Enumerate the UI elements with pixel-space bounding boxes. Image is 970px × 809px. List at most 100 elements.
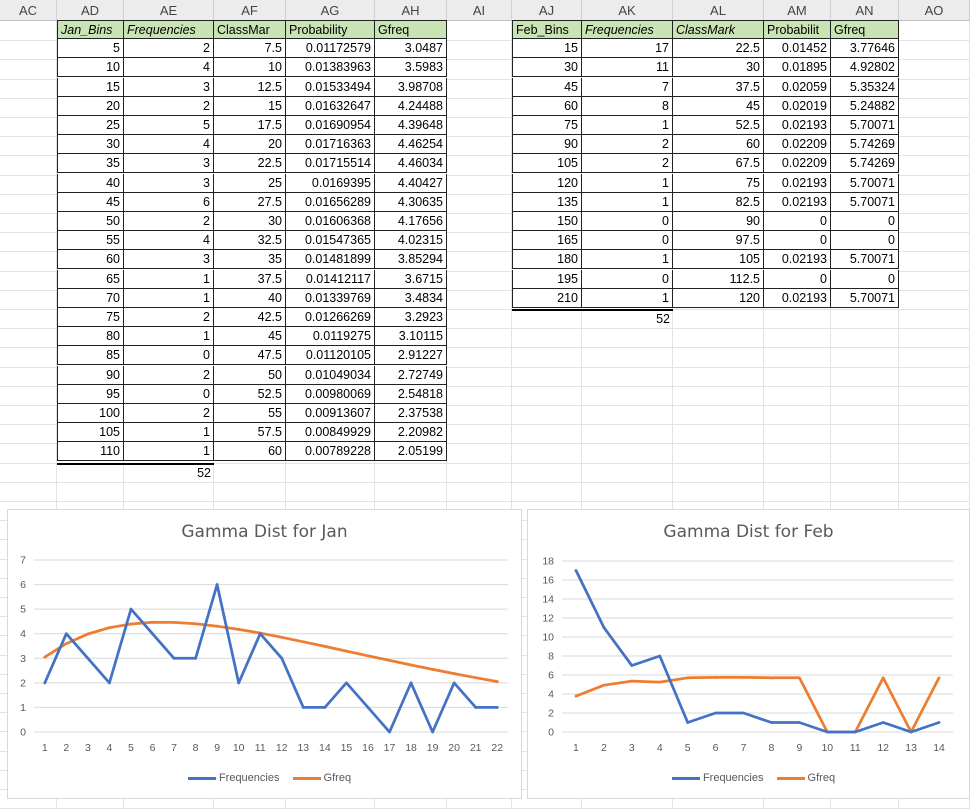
feb-table-cell[interactable]: 0.02193 xyxy=(764,289,831,308)
jan-table-cell[interactable]: 55 xyxy=(57,231,124,250)
jan-table-cell[interactable]: 2 xyxy=(124,366,214,385)
feb-table-cell[interactable]: 90 xyxy=(673,212,764,231)
column-header-ad[interactable]: AD xyxy=(57,0,124,21)
feb-table-cell[interactable]: 0.01895 xyxy=(764,58,831,77)
jan-table-cell[interactable]: 0 xyxy=(124,346,214,365)
jan-table-cell[interactable]: 0 xyxy=(124,385,214,404)
jan-table-cell[interactable]: 5 xyxy=(57,39,124,58)
column-header-ak[interactable]: AK xyxy=(582,0,673,21)
jan-table-cell[interactable]: 2 xyxy=(124,97,214,116)
feb-table-cell[interactable]: 60 xyxy=(512,97,582,116)
jan-table-cell[interactable]: 4 xyxy=(124,231,214,250)
jan-table-cell[interactable]: 17.5 xyxy=(214,116,286,135)
feb-table-cell[interactable]: 0 xyxy=(764,270,831,289)
jan-table-cell[interactable]: 0.01339769 xyxy=(286,289,375,308)
jan-table-cell[interactable]: 4 xyxy=(124,135,214,154)
jan-table-cell[interactable]: 2.91227 xyxy=(375,346,447,365)
feb-table-cell[interactable]: 37.5 xyxy=(673,78,764,97)
jan-table-cell[interactable]: 25 xyxy=(57,116,124,135)
jan-table-cell[interactable]: 6 xyxy=(124,193,214,212)
jan-table-cell[interactable]: 0.01383963 xyxy=(286,58,375,77)
jan-table-cell[interactable]: 2.37538 xyxy=(375,404,447,423)
feb-table-cell[interactable]: 0.02193 xyxy=(764,116,831,135)
chart-jan[interactable]: 0 1 2 3 4 5 6 7 1 2 3 4 5 6 7 8 9 10 11 12 13 14 15 16 17 18 19 20 2… xyxy=(7,509,522,799)
column-header-ao[interactable]: AO xyxy=(899,0,970,21)
jan-table-header-1[interactable]: Frequencies xyxy=(124,20,214,39)
column-header-af[interactable]: AF xyxy=(214,0,286,21)
jan-table-cell[interactable]: 2.20982 xyxy=(375,423,447,442)
jan-table-cell[interactable]: 30 xyxy=(57,135,124,154)
feb-table-cell[interactable]: 0 xyxy=(831,212,899,231)
feb-table-cell[interactable]: 5.70071 xyxy=(831,289,899,308)
jan-table-cell[interactable]: 50 xyxy=(214,366,286,385)
feb-table-cell[interactable]: 11 xyxy=(582,58,673,77)
jan-table-cell[interactable]: 1 xyxy=(124,327,214,346)
column-header-ah[interactable]: AH xyxy=(375,0,447,21)
feb-table-cell[interactable]: 0.02209 xyxy=(764,135,831,154)
column-header-aj[interactable]: AJ xyxy=(512,0,582,21)
jan-table-cell[interactable]: 0.01632647 xyxy=(286,97,375,116)
jan-table-cell[interactable]: 4.40427 xyxy=(375,174,447,193)
jan-table-cell[interactable]: 27.5 xyxy=(214,193,286,212)
jan-table-total[interactable]: 52 xyxy=(197,466,211,480)
feb-table-cell[interactable]: 60 xyxy=(673,135,764,154)
jan-table-cell[interactable]: 12.5 xyxy=(214,78,286,97)
feb-table-cell[interactable]: 1 xyxy=(582,289,673,308)
jan-table-cell[interactable]: 70 xyxy=(57,289,124,308)
jan-table-cell[interactable]: 47.5 xyxy=(214,346,286,365)
jan-table-cell[interactable]: 42.5 xyxy=(214,308,286,327)
feb-table-header-2[interactable]: ClassMark xyxy=(673,20,764,39)
feb-table-cell[interactable]: 0.02193 xyxy=(764,250,831,269)
feb-table-cell[interactable]: 5.35324 xyxy=(831,78,899,97)
feb-table-cell[interactable]: 45 xyxy=(512,78,582,97)
jan-table-cell[interactable]: 2.72749 xyxy=(375,366,447,385)
jan-table-cell[interactable]: 2 xyxy=(124,212,214,231)
jan-table-header-2[interactable]: ClassMar xyxy=(214,20,286,39)
feb-table-header-1[interactable]: Frequencies xyxy=(582,20,673,39)
feb-table-header-3[interactable]: Probabilit xyxy=(764,20,831,39)
jan-table-cell[interactable]: 4.46254 xyxy=(375,135,447,154)
feb-table-cell[interactable]: 0.02059 xyxy=(764,78,831,97)
jan-table-cell[interactable]: 2 xyxy=(124,308,214,327)
jan-table-cell[interactable]: 3.98708 xyxy=(375,78,447,97)
feb-table-cell[interactable]: 0.02193 xyxy=(764,174,831,193)
jan-table-cell[interactable]: 0.01716363 xyxy=(286,135,375,154)
jan-table-cell[interactable]: 4.02315 xyxy=(375,231,447,250)
feb-table-cell[interactable]: 0 xyxy=(582,212,673,231)
feb-table-cell[interactable]: 0.02193 xyxy=(764,193,831,212)
jan-table-cell[interactable]: 25 xyxy=(214,174,286,193)
feb-table-cell[interactable]: 1 xyxy=(582,174,673,193)
jan-table-cell[interactable]: 7.5 xyxy=(214,39,286,58)
feb-table-header-4[interactable]: Gfreq xyxy=(831,20,899,39)
feb-table-cell[interactable]: 45 xyxy=(673,97,764,116)
jan-table-cell[interactable]: 3.5983 xyxy=(375,58,447,77)
feb-table-cell[interactable]: 90 xyxy=(512,135,582,154)
feb-table-cell[interactable]: 0.02209 xyxy=(764,154,831,173)
column-header-an[interactable]: AN xyxy=(831,0,899,21)
jan-table-cell[interactable]: 3 xyxy=(124,78,214,97)
jan-table-cell[interactable]: 1 xyxy=(124,442,214,461)
jan-table-cell[interactable]: 2.05199 xyxy=(375,442,447,461)
jan-table-cell[interactable]: 10 xyxy=(57,58,124,77)
feb-table-cell[interactable]: 150 xyxy=(512,212,582,231)
jan-table-cell[interactable]: 3 xyxy=(124,154,214,173)
jan-table-cell[interactable]: 35 xyxy=(57,154,124,173)
column-header-ac[interactable]: AC xyxy=(0,0,57,21)
jan-table-cell[interactable]: 0.00913607 xyxy=(286,404,375,423)
feb-table-cell[interactable]: 5.74269 xyxy=(831,135,899,154)
jan-table-cell[interactable]: 0.01533494 xyxy=(286,78,375,97)
feb-table-cell[interactable]: 1 xyxy=(582,116,673,135)
feb-table-cell[interactable]: 195 xyxy=(512,270,582,289)
jan-table-cell[interactable]: 30 xyxy=(214,212,286,231)
jan-table-cell[interactable]: 10 xyxy=(214,58,286,77)
jan-table-cell[interactable]: 1 xyxy=(124,289,214,308)
feb-table-cell[interactable]: 0 xyxy=(582,231,673,250)
jan-table-cell[interactable]: 5 xyxy=(124,116,214,135)
jan-table-cell[interactable]: 3.4834 xyxy=(375,289,447,308)
feb-table-cell[interactable]: 0 xyxy=(831,231,899,250)
column-header-am[interactable]: AM xyxy=(764,0,831,21)
feb-table-cell[interactable]: 82.5 xyxy=(673,193,764,212)
jan-table-header-4[interactable]: Gfreq xyxy=(375,20,447,39)
feb-table-cell[interactable]: 2 xyxy=(582,154,673,173)
feb-table-cell[interactable]: 2 xyxy=(582,135,673,154)
